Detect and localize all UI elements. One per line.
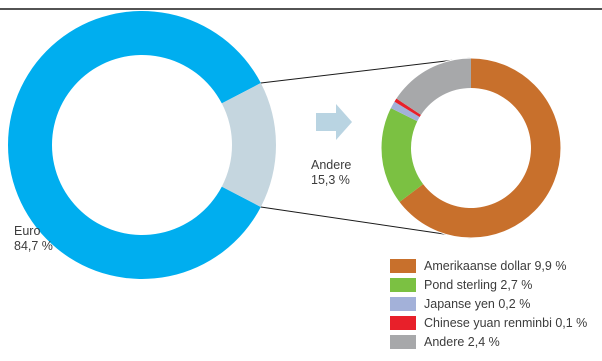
main-donut <box>7 10 276 279</box>
legend: Amerikaanse dollar 9,9 % Pond sterling 2,… <box>390 259 587 349</box>
right-arrow-icon <box>316 104 352 140</box>
legend-swatch-chinese-yuan-renminbi <box>390 316 416 330</box>
label-euro-value: 84,7 % <box>14 239 53 253</box>
legend-label-japanse-yen: Japanse yen 0,2 % <box>424 297 530 311</box>
breakdown-slice-pond-sterling <box>380 107 424 203</box>
label-andere-value: 15,3 % <box>311 173 350 187</box>
connector-line-top <box>260 57 472 84</box>
legend-swatch-japanse-yen <box>390 297 416 311</box>
breakdown-slice-chinese-yuan-renminbi <box>393 98 421 117</box>
connector-lines <box>260 57 472 239</box>
main-slice-euro <box>7 10 261 279</box>
breakdown-slice-andere <box>395 58 471 115</box>
label-andere-name: Andere <box>311 158 351 172</box>
main-slice-andere <box>221 83 276 207</box>
legend-label-chinese-yuan-renminbi: Chinese yuan renminbi 0,1 % <box>424 316 587 330</box>
breakdown-donut <box>380 57 562 239</box>
legend-label-amerikaanse-dollar: Amerikaanse dollar 9,9 % <box>424 259 566 273</box>
legend-label-pond-sterling: Pond sterling 2,7 % <box>424 278 532 292</box>
legend-swatch-andere <box>390 335 416 349</box>
label-euro-name: Euro <box>14 224 40 238</box>
connector-line-bottom <box>260 206 472 239</box>
legend-label-andere: Andere 2,4 % <box>424 335 500 349</box>
breakdown-slice-amerikaanse-dollar <box>399 58 561 239</box>
legend-swatch-amerikaanse-dollar <box>390 259 416 273</box>
legend-swatch-pond-sterling <box>390 278 416 292</box>
breakdown-slice-japanse-yen <box>390 101 420 122</box>
breakdown-outline <box>380 57 562 239</box>
